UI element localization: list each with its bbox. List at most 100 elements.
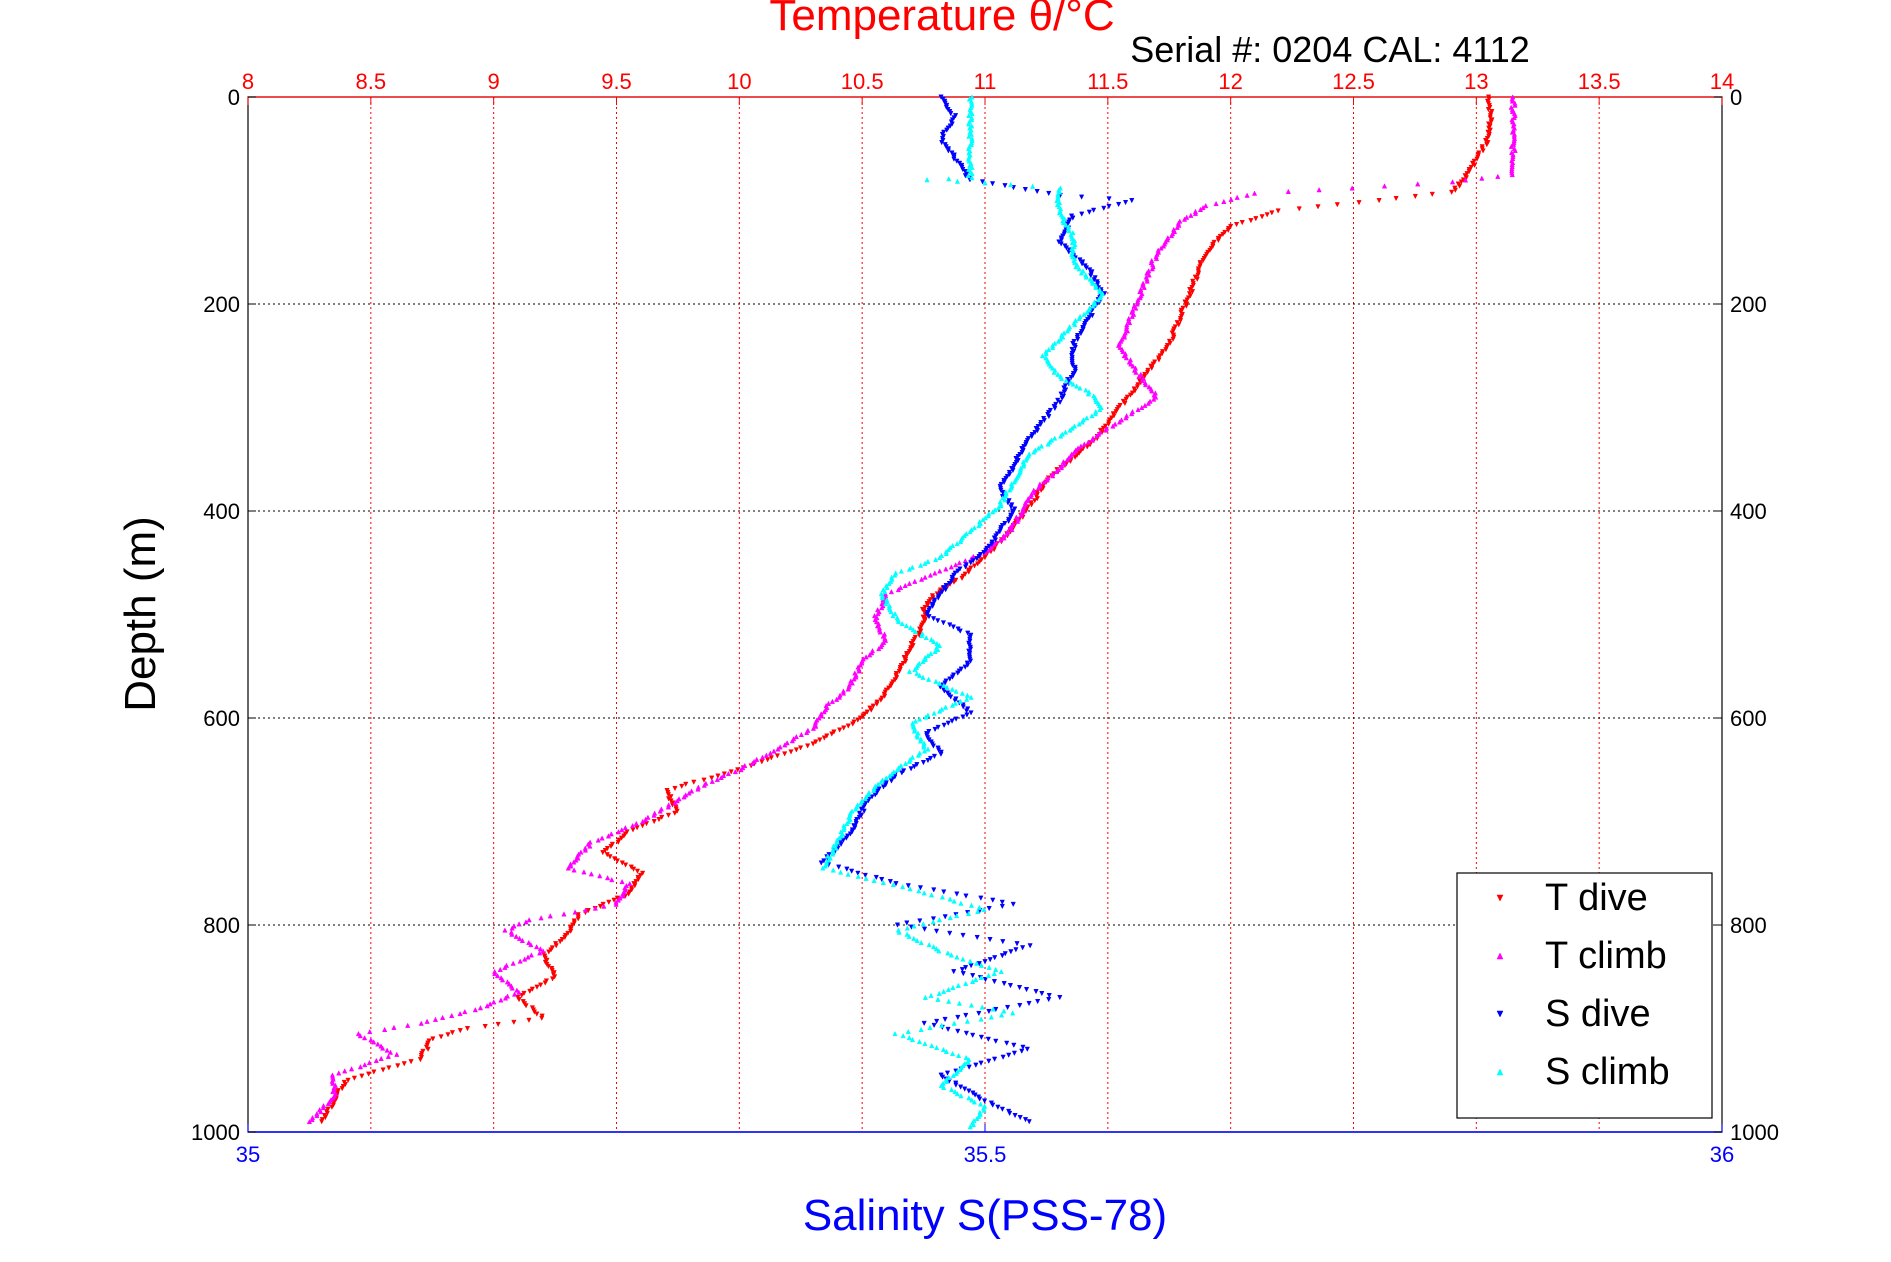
data-point — [890, 881, 896, 888]
data-series — [306, 94, 1518, 1130]
data-point — [949, 702, 956, 708]
data-point — [931, 638, 937, 645]
data-point — [906, 668, 913, 674]
data-point — [893, 881, 899, 887]
data-point — [871, 877, 877, 883]
data-point — [817, 737, 823, 743]
data-point — [928, 650, 934, 656]
data-point — [946, 1074, 952, 1080]
data-point — [592, 905, 598, 911]
data-point — [919, 576, 925, 582]
data-point — [982, 180, 988, 186]
data-point — [418, 1020, 424, 1026]
data-point — [440, 1014, 446, 1020]
data-point — [1001, 981, 1007, 987]
data-point — [929, 1042, 935, 1049]
data-point — [1020, 1044, 1026, 1050]
data-point — [665, 804, 672, 810]
data-point — [920, 658, 926, 664]
temperature-tick-label: 10.5 — [841, 69, 884, 94]
data-point — [683, 781, 689, 787]
data-point — [933, 556, 939, 562]
data-point — [1239, 220, 1245, 226]
data-point — [1069, 425, 1075, 431]
data-point — [1006, 518, 1012, 525]
data-point — [976, 522, 982, 529]
data-point — [878, 779, 884, 785]
data-point — [953, 688, 959, 694]
data-point — [1200, 204, 1206, 211]
data-point — [930, 919, 936, 925]
data-point — [960, 956, 966, 962]
data-point — [1259, 214, 1265, 220]
data-point — [494, 972, 501, 979]
data-point — [1269, 210, 1275, 216]
data-point — [1035, 445, 1042, 451]
data-point — [509, 931, 515, 937]
data-point — [969, 1097, 975, 1103]
data-point — [862, 872, 868, 879]
data-point — [1429, 191, 1435, 198]
data-point — [1018, 512, 1024, 518]
data-point — [754, 756, 760, 762]
data-point — [526, 917, 532, 923]
data-point — [1221, 198, 1227, 204]
data-point — [528, 952, 534, 958]
data-point — [1053, 468, 1060, 475]
data-point — [916, 1038, 923, 1045]
data-point — [982, 959, 988, 965]
data-point — [1093, 398, 1099, 405]
data-point — [1046, 190, 1052, 197]
data-point — [539, 1015, 545, 1021]
data-point — [408, 1059, 414, 1065]
data-point — [941, 682, 947, 688]
data-point — [1023, 457, 1029, 463]
data-point — [391, 1024, 397, 1030]
data-point — [1081, 311, 1087, 317]
data-point — [923, 634, 929, 641]
data-point — [911, 923, 917, 929]
data-point — [1076, 315, 1082, 321]
data-point — [695, 786, 701, 792]
data-point — [373, 1057, 379, 1064]
data-point — [749, 760, 755, 766]
data-point — [895, 586, 902, 593]
data-point — [968, 560, 974, 566]
series-t-climb — [306, 94, 1518, 1125]
data-point — [1197, 206, 1204, 213]
data-point — [513, 933, 519, 939]
data-point — [709, 778, 715, 784]
data-point — [432, 1016, 439, 1022]
data-point — [571, 867, 577, 873]
data-point — [909, 564, 915, 570]
temperature-tick-label: 9 — [488, 69, 500, 94]
data-point — [330, 1080, 336, 1086]
data-point — [845, 686, 851, 692]
data-point — [1334, 202, 1340, 208]
data-point — [634, 825, 640, 831]
data-point — [962, 664, 968, 670]
data-point — [998, 968, 1004, 975]
data-point — [925, 757, 931, 764]
data-point — [939, 706, 945, 712]
data-point — [987, 957, 993, 963]
data-point — [902, 760, 909, 766]
data-point — [991, 979, 998, 985]
data-point — [947, 930, 953, 937]
data-point — [615, 829, 622, 835]
data-point — [924, 177, 930, 183]
data-point — [1046, 346, 1052, 352]
data-point — [1046, 996, 1052, 1003]
data-point — [925, 558, 931, 564]
data-point — [916, 672, 923, 678]
data-point — [1057, 399, 1063, 406]
data-point — [619, 878, 625, 885]
data-point — [971, 524, 977, 531]
data-point — [973, 1062, 979, 1068]
data-point — [686, 790, 692, 796]
data-point — [1123, 415, 1129, 421]
data-point — [958, 1093, 964, 1099]
data-point — [1128, 361, 1134, 367]
data-point — [1068, 375, 1074, 381]
data-point — [975, 908, 981, 914]
